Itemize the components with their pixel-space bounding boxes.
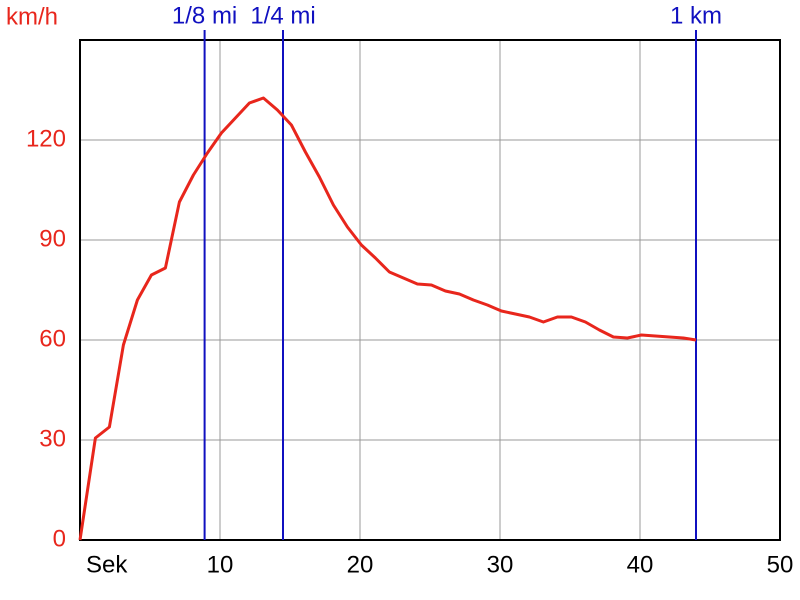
x-tick-label: 40 (627, 551, 654, 578)
plot-border (79, 39, 781, 541)
distance-marker-label: 1/8 mi (172, 2, 237, 29)
y-axis-label: km/h (6, 3, 58, 30)
y-tick-label: 90 (39, 225, 66, 252)
y-tick-label: 0 (53, 525, 66, 552)
distance-marker-label: 1/4 mi (250, 2, 315, 29)
x-tick-label: 20 (347, 551, 374, 578)
x-tick-label: 30 (487, 551, 514, 578)
x-tick-label: 50 (767, 551, 794, 578)
x-tick-label: 10 (207, 551, 234, 578)
distance-marker-label: 1 km (670, 2, 722, 29)
speed-line (78, 96, 697, 541)
y-tick-label: 60 (39, 325, 66, 352)
y-tick-label: 120 (26, 125, 66, 152)
y-tick-label: 30 (39, 425, 66, 452)
x-axis-label: Sek (86, 551, 128, 578)
